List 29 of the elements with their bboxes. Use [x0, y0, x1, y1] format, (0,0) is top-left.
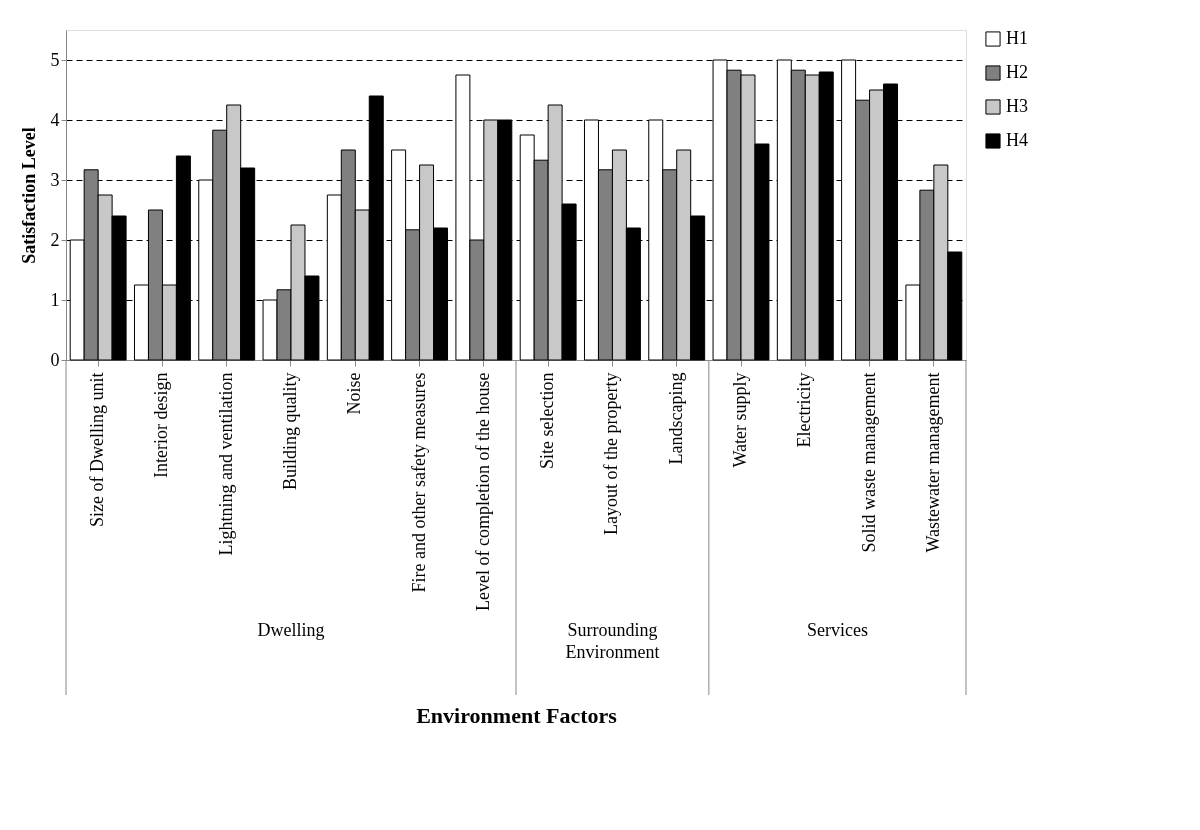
y-tick-label: 0	[50, 349, 60, 370]
x-tick-label: Site selection	[537, 372, 558, 469]
y-tick-label: 2	[50, 229, 60, 250]
x-tick-label: Solid waste management	[858, 372, 879, 553]
x-tick-label: Electricity	[794, 372, 815, 448]
text: Dwelling	[257, 620, 325, 640]
x-axis-title: Environment Factors	[416, 702, 618, 728]
y-axis-title: Satisfaction Level	[18, 127, 39, 264]
x-tick-label: Building quality	[280, 372, 300, 491]
x-tick-label: Landscaping	[665, 372, 686, 465]
legend-label: H3	[1006, 96, 1028, 116]
x-tick-label: Water supply	[730, 372, 750, 468]
x-tick-label: Size of Dwelling unit	[87, 372, 108, 527]
y-tick-label: 1	[50, 289, 60, 310]
x-tick-label: Lightning and ventilation	[215, 372, 236, 556]
legend-label: H2	[1006, 62, 1028, 82]
x-tick-label: Wastewater management	[922, 372, 943, 553]
x-tick-label: Layout of the property	[601, 372, 622, 535]
y-tick-label: 4	[50, 109, 60, 130]
y-tick-label: 3	[50, 169, 60, 190]
x-tick-label: Level of completion of the house	[472, 372, 493, 611]
x-tick-label: Noise	[344, 372, 365, 415]
text: Surrounding Environment	[565, 620, 660, 662]
y-tick-label: 5	[50, 49, 60, 70]
legend-label: H1	[1006, 28, 1028, 48]
x-tick-label: Fire and other safety measures	[408, 372, 429, 593]
legend-label: H4	[1006, 130, 1028, 150]
text: Services	[806, 620, 868, 640]
x-tick-label: Interior design	[151, 372, 172, 478]
